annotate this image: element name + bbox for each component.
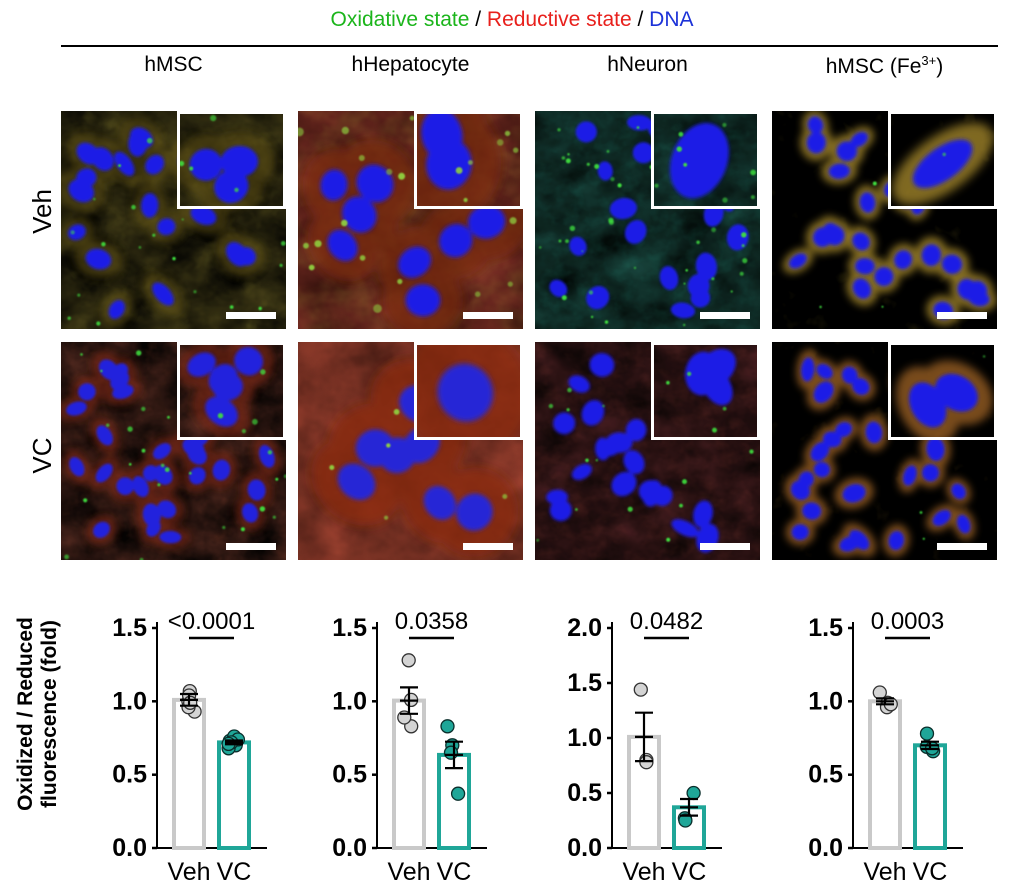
svg-text:1.5: 1.5 xyxy=(808,614,843,642)
svg-text:1.5: 1.5 xyxy=(332,614,367,642)
svg-text:0.0: 0.0 xyxy=(567,834,602,862)
svg-text:1.0: 1.0 xyxy=(808,687,843,715)
svg-text:0.0: 0.0 xyxy=(332,834,367,862)
svg-text:VC: VC xyxy=(672,858,707,882)
svg-text:<0.0001: <0.0001 xyxy=(168,608,255,635)
svg-text:1.0: 1.0 xyxy=(567,724,602,752)
svg-text:VC: VC xyxy=(913,858,948,882)
svg-text:0.0003: 0.0003 xyxy=(871,608,944,635)
svg-text:0.5: 0.5 xyxy=(808,761,843,789)
svg-text:2.0: 2.0 xyxy=(567,614,602,642)
svg-text:0.0358: 0.0358 xyxy=(395,608,468,635)
svg-text:Veh: Veh xyxy=(387,858,430,882)
svg-text:Veh: Veh xyxy=(622,858,665,882)
svg-text:Veh: Veh xyxy=(863,858,906,882)
svg-text:Veh: Veh xyxy=(167,858,210,882)
svg-text:0.5: 0.5 xyxy=(332,761,367,789)
svg-text:VC: VC xyxy=(437,858,472,882)
svg-text:0.0: 0.0 xyxy=(808,834,843,862)
svg-text:0.0: 0.0 xyxy=(112,834,147,862)
svg-text:1.5: 1.5 xyxy=(567,669,602,697)
svg-text:0.5: 0.5 xyxy=(112,761,147,789)
svg-text:0.5: 0.5 xyxy=(567,779,602,807)
svg-text:VC: VC xyxy=(217,858,252,882)
svg-text:1.0: 1.0 xyxy=(112,687,147,715)
svg-text:1.0: 1.0 xyxy=(332,687,367,715)
svg-text:1.5: 1.5 xyxy=(112,614,147,642)
svg-text:0.0482: 0.0482 xyxy=(630,608,703,635)
